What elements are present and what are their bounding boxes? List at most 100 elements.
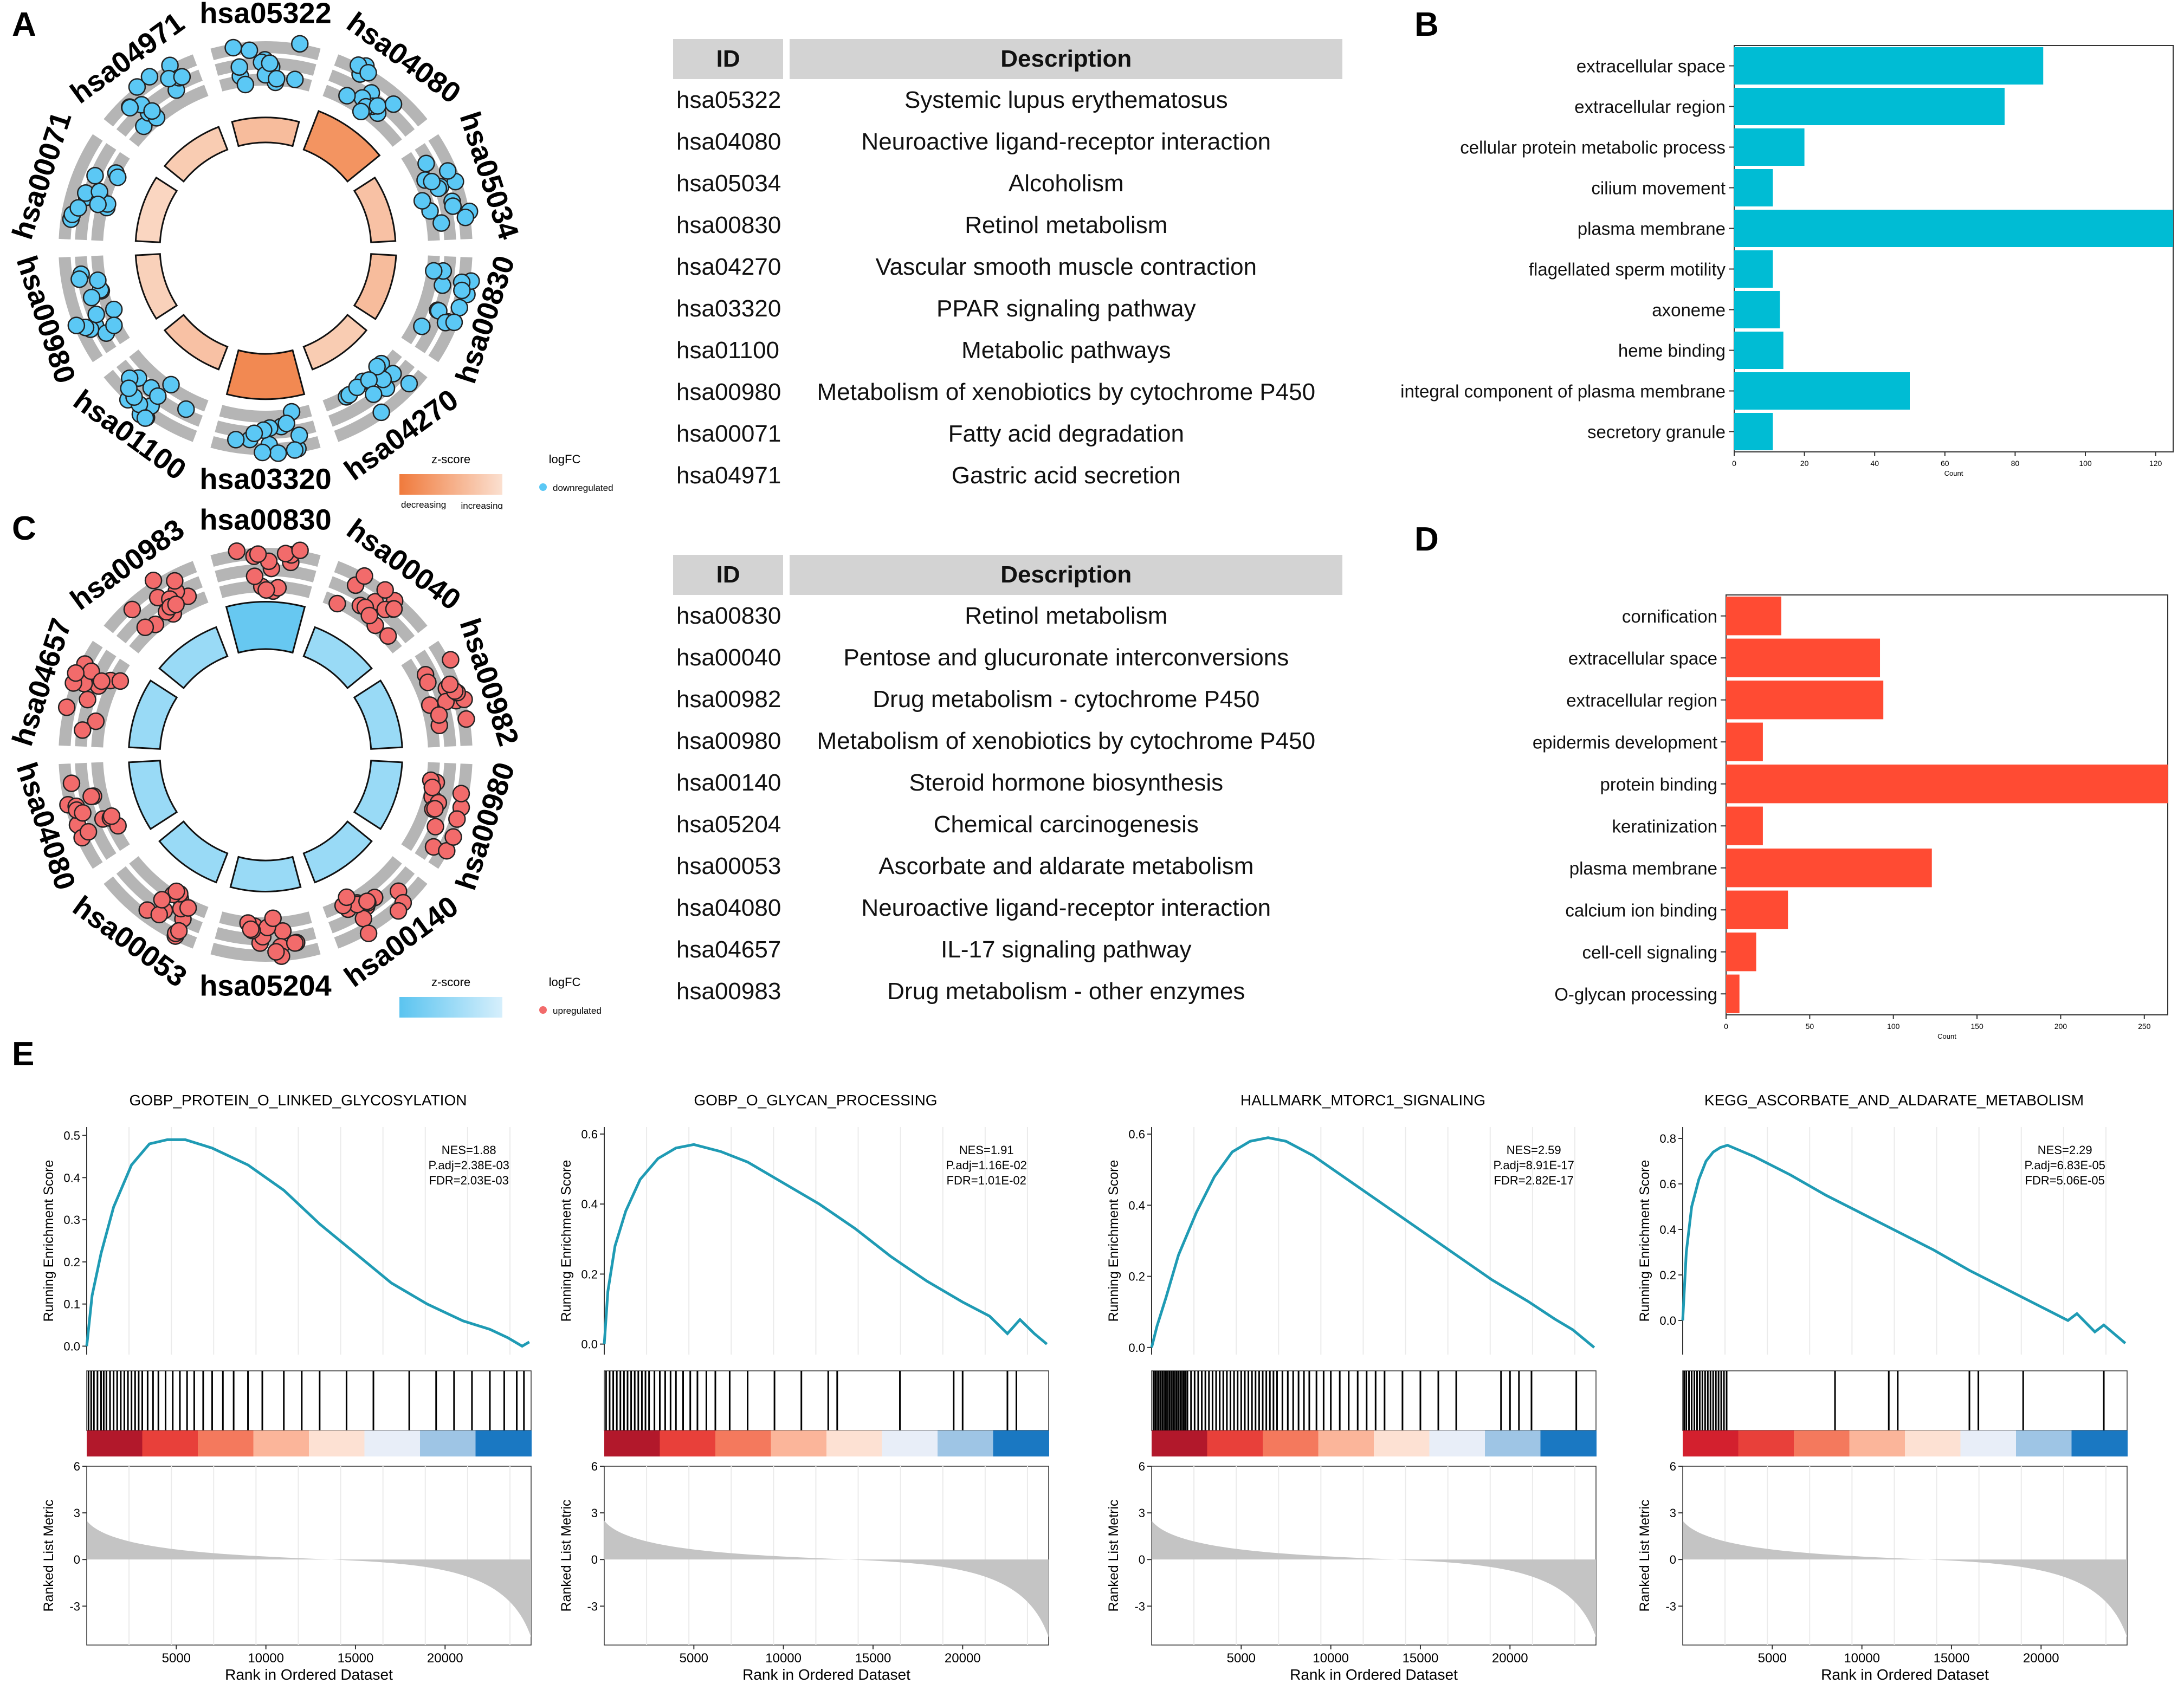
circos-gene-point [360,606,378,625]
panel-letter-d: D [1414,521,1439,558]
circos-gene-point [328,594,346,613]
category-label: epidermis development [1533,732,1717,752]
table-row: hsa00053 Ascorbate and aldarate metabolis… [673,845,1342,887]
circos-gene-point [385,600,403,618]
circos-gene-point [368,358,386,375]
circos-gene-point [423,172,441,191]
y-tick-label: 0.8 [1659,1132,1676,1145]
y-tick-label: 0.4 [1659,1223,1676,1236]
circos-gene-point [143,102,161,120]
circos-gene-point [144,571,163,590]
rank-heat-segment [1960,1430,2017,1456]
circos-gene-point [74,721,92,739]
table-cell-id: hsa00071 [676,420,781,447]
y-tick-label: 0.6 [1128,1128,1145,1141]
circos-sector: hsa00830 [199,504,332,654]
y-tick-label: 0.6 [581,1128,598,1141]
category-label: cilium movement [1591,178,1726,198]
circos-sector: hsa05322 [199,0,332,147]
circos-gene-point [74,804,92,822]
table-row: hsa00980 Metabolism of xenobiotics by cyt… [673,720,1342,762]
circos-gene-point [79,823,98,841]
legend-decreasing: decreasing [401,1022,446,1024]
circos-sector: hsa03320 [199,349,332,495]
circos-gene-point [87,306,105,323]
table-cell-id: hsa04657 [676,936,781,963]
table-cell-id: hsa05034 [676,170,781,197]
x-tick-label: 10000 [765,1651,802,1666]
circos-gene-point [105,300,123,319]
table-row: hsa04080 Neuroactive ligand-receptor inte… [673,887,1342,929]
circos-zscore-bar [302,110,381,183]
metric-y-tick-label: 0 [74,1553,80,1566]
circos-gene-point [166,572,184,590]
circos-gene-point [62,774,81,792]
table-row: hsa00980 Metabolism of xenobiotics by cyt… [673,371,1342,413]
bar [1734,88,2005,125]
rank-heat-segment [1374,1430,1430,1456]
rank-heat-segment [660,1430,716,1456]
bar [1726,849,1932,888]
table-cell-id: hsa05204 [676,811,781,838]
table-row: hsa04080 Neuroactive ligand-receptor inte… [673,121,1342,163]
y-tick-label: 0.2 [1128,1270,1145,1284]
circos-zscore-bar [158,820,229,884]
circos-gene-point [240,41,259,60]
go-bar-chart-d: cornification extracellular space extracel… [1533,594,2168,1040]
table-cell-description: IL-17 signaling pathway [941,936,1192,963]
circos-gene-point [457,710,475,728]
circos-gene-point [445,313,463,332]
table-header-id: ID [673,39,784,79]
running-es-line [1150,1136,1595,1349]
table-cell-id: hsa00140 [676,769,781,796]
circos-gene-point [167,882,185,901]
metric-y-axis-label: Ranked List Metric [559,1499,574,1611]
table-row: hsa05204 Chemical carcinogenesis [673,804,1342,845]
circos-gene-point [453,281,471,300]
metric-y-tick-label: 0 [1670,1553,1676,1566]
circos-gene-point [365,385,383,403]
rank-heat-segment [1683,1430,1739,1456]
circos-gene-point [372,403,390,422]
y-tick-label: 0.2 [1659,1268,1676,1282]
gsea-stat: P.adj=2.38E-03 [428,1158,509,1172]
gsea-stat: FDR=1.01E-02 [947,1174,1026,1187]
circos-gene-point [89,271,107,289]
circos-zscore-bar [163,314,229,371]
circos-gene-point [177,400,195,418]
circos-gene-point [128,78,146,96]
circos-gene-point [149,387,167,405]
table-cell-description: Neuroactive ligand-receptor interaction [861,894,1271,921]
circos-plot-a: hsa05322 hsa04080hsa05034hsa00830hsa04270… [11,0,613,509]
rank-heat-segment [420,1430,476,1456]
circos-ring-band [210,943,321,962]
category-label: cornification [1622,606,1717,626]
category-label: axoneme [1652,300,1726,320]
hits-frame [1151,1370,1597,1431]
rank-heat-segment [1540,1430,1597,1456]
circos-gene-point [249,545,267,563]
circos-gene-point [356,567,373,585]
x-axis-label: Rank in Ordered Dataset [1821,1666,1989,1683]
circos-gene-point [136,409,154,427]
metric-y-tick-label: 6 [591,1460,598,1473]
rank-heat-segment [882,1430,938,1456]
circos-sector-label: hsa05322 [199,0,331,29]
category-label: extracellular space [1568,648,1717,668]
table-row: hsa04270 Vascular smooth muscle contracti… [673,246,1342,288]
rank-heat-segment [1905,1430,1961,1456]
circos-zscore-bar [353,176,397,243]
table-row: hsa00830 Retinol metabolism [673,595,1342,637]
gsea-stat: FDR=2.82E-17 [1494,1174,1574,1187]
table-row: hsa00982 Drug metabolism - cytochrome P45… [673,678,1342,720]
table-cell-id: hsa00040 [676,644,781,671]
rank-heat-segment [1738,1430,1794,1456]
circos-gene-point [167,595,185,613]
category-label: plasma membrane [1569,858,1717,878]
circos-gene-point [162,375,180,394]
circos-gene-point [67,316,86,334]
table-cell-description: Pentose and glucuronate interconversions [843,644,1289,671]
circos-gene-point [67,664,85,682]
category-label: flagellated sperm motility [1529,260,1726,280]
rank-heat-segment [771,1430,827,1456]
